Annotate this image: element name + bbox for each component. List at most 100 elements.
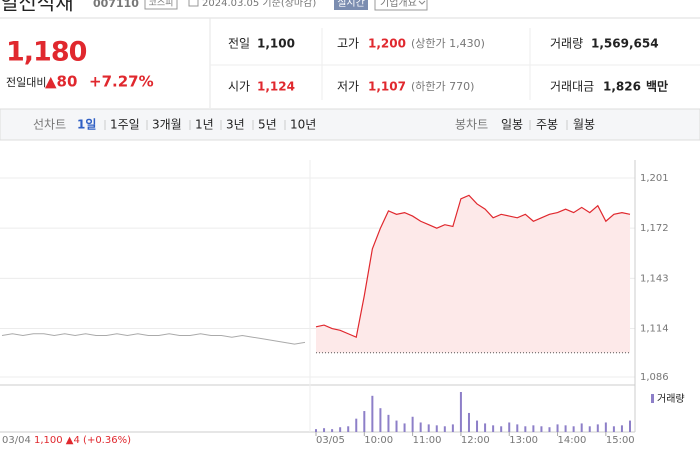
stat-label: 고가: [337, 37, 359, 51]
volume-bar: [484, 423, 487, 432]
x-tick-label: 11:00: [413, 435, 442, 446]
volume-bar: [411, 416, 414, 432]
volume-bar: [524, 426, 527, 432]
stat-label: 시가: [228, 80, 250, 94]
volume-bar: [323, 428, 326, 432]
y-tick-label: 1,172: [640, 223, 669, 234]
prev-day-summary: 1,100 ▲4 (+0.36%): [34, 435, 131, 446]
volume-bar: [564, 425, 567, 432]
volume-bar: [355, 418, 358, 432]
x-tick-label: 12:00: [461, 435, 490, 446]
volume-bar: [395, 420, 398, 432]
price: 1,180: [6, 37, 87, 68]
y-tick-label: 1,143: [640, 273, 669, 284]
volume-bar: [371, 395, 374, 432]
volume-bar: [516, 424, 519, 432]
x-tick-label: 15:00: [606, 435, 635, 446]
candle-tab[interactable]: 주봉: [536, 118, 558, 132]
line-tab[interactable]: 5년: [258, 118, 277, 132]
stat-value: 1,100: [257, 37, 295, 51]
price-line: [315, 194, 631, 339]
y-tick-label: 1,201: [640, 173, 669, 184]
volume-bar: [620, 425, 623, 432]
volume-bar: [500, 426, 503, 432]
volume-bar: [540, 426, 543, 432]
company-info-button[interactable]: [374, 0, 428, 11]
stat-label: 거래대금: [550, 80, 594, 94]
line-tab[interactable]: 1일: [77, 118, 96, 132]
volume-bar: [347, 426, 350, 432]
volume-bar: [604, 422, 607, 432]
stat-label: 저가: [337, 80, 359, 94]
line-tab[interactable]: 3개월: [152, 118, 182, 132]
prev-day-line: [1, 333, 306, 345]
volume-bar: [508, 422, 511, 432]
market-badge: [144, 0, 178, 10]
realtime[interactable]: 실시간: [337, 0, 365, 9]
stat-note: (하한가 770): [411, 79, 474, 93]
candle-tab[interactable]: 일봉: [501, 118, 523, 132]
x-tick-label: 10:00: [364, 435, 393, 446]
volume-bar: [379, 408, 382, 432]
prev-day-label: 03/04: [2, 435, 31, 446]
volume-bar: [443, 426, 446, 432]
volume-bar: [588, 426, 591, 432]
volume-bar: [315, 429, 317, 432]
change-rate: +7.27%: [89, 73, 154, 91]
stat-label: 전일: [228, 37, 250, 51]
line-tab[interactable]: 10년: [290, 118, 316, 132]
stat-label: 거래량: [550, 37, 583, 51]
volume-bar: [403, 423, 406, 432]
volume-bar: [339, 427, 342, 432]
volume-bar: [363, 411, 366, 432]
y-tick-label: 1,086: [640, 372, 669, 383]
calendar-icon: [188, 0, 199, 7]
price-area: [316, 195, 630, 353]
x-tick-label: 14:00: [558, 435, 587, 446]
change-label: 전일대비: [6, 75, 46, 89]
line-tab[interactable]: 1주일: [110, 118, 140, 132]
tab-bar: [0, 108, 700, 141]
volume-bar: [612, 426, 615, 432]
stat-value: 1,200: [368, 37, 406, 51]
tab-group-label: 봉차트: [455, 118, 488, 132]
y-tick-label: 1,114: [640, 324, 669, 335]
volume-bar: [556, 424, 559, 432]
volume-bar: [596, 424, 599, 432]
volume-bar: [451, 424, 454, 432]
market: 코스피: [149, 0, 174, 9]
volume-bar: [435, 425, 438, 432]
volume-bar: [492, 425, 495, 432]
stat-value: 1,107: [368, 80, 406, 94]
volume-bar: [580, 423, 583, 432]
stat-value: 1,124: [257, 80, 295, 94]
stat-value: 1,826: [603, 80, 641, 94]
volume-bar: [532, 425, 535, 432]
stat-unit: 백만: [646, 79, 668, 94]
dropdown-arrow: [418, 0, 426, 5]
date: 2024.03.05 기준(장마감): [202, 0, 316, 9]
volume-bar: [427, 424, 430, 432]
line-tab[interactable]: 1년: [195, 118, 214, 132]
line-tab[interactable]: 3년: [226, 118, 245, 132]
volume-legend: 거래량: [657, 393, 685, 405]
volume-bar: [331, 429, 334, 432]
realtime-button[interactable]: [334, 0, 368, 10]
stock-name: 일신석재: [0, 0, 74, 15]
stat-note: (상한가 1,430): [411, 37, 485, 50]
volume-bar: [419, 422, 422, 432]
tab-group-label: 선차트: [33, 118, 66, 132]
volume-legend-swatch: [651, 394, 654, 403]
volume-bar: [476, 420, 479, 432]
company-info[interactable]: 기업개요: [380, 0, 417, 9]
volume-bar: [629, 420, 631, 432]
stat-value: 1,569,654: [591, 37, 659, 51]
x-tick-label: 03/05: [316, 435, 345, 446]
volume-bar: [387, 414, 390, 432]
candle-tab[interactable]: 월봉: [573, 118, 595, 132]
volume-bar: [548, 427, 551, 432]
volume-bar: [467, 412, 470, 432]
stock-code: 007110: [93, 0, 139, 10]
change: ▲80: [45, 73, 77, 91]
